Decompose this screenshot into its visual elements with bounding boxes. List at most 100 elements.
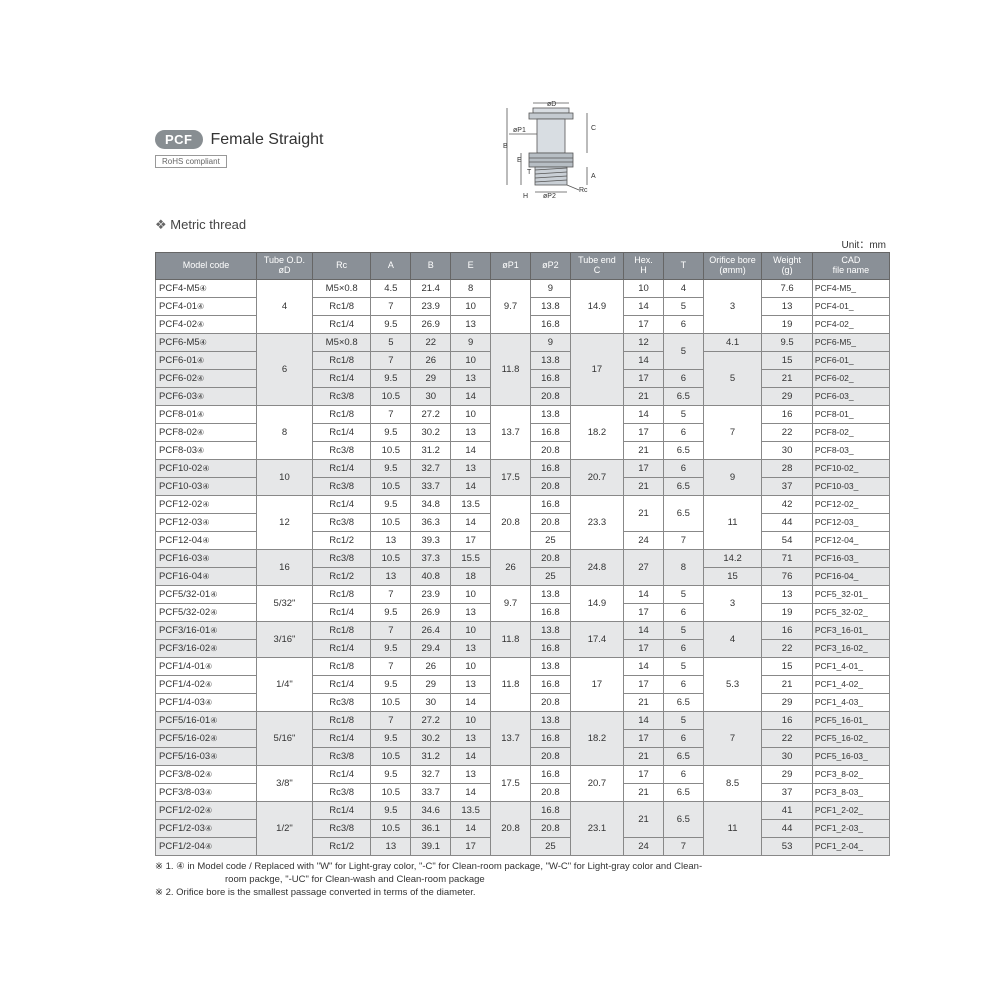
svg-text:øP2: øP2	[543, 193, 556, 200]
data-cell: 5	[663, 405, 703, 423]
data-cell: 18	[451, 567, 491, 585]
data-cell: 30	[762, 747, 813, 765]
data-cell: 14	[451, 513, 491, 531]
cad-cell: PCF3_16-02_	[812, 639, 889, 657]
model-cell: PCF6-03④	[156, 387, 257, 405]
data-cell: 14.9	[570, 585, 623, 621]
data-cell: 16.8	[530, 315, 570, 333]
model-cell: PCF1/4-01④	[156, 657, 257, 675]
data-cell: 9.5	[762, 333, 813, 351]
table-row: PCF1/2-02④1/2"Rc1/49.534.613.520.816.823…	[156, 801, 890, 819]
data-cell: 17	[624, 675, 664, 693]
data-cell: 3	[703, 279, 762, 333]
data-cell: 6	[663, 369, 703, 387]
data-cell: 5/16"	[257, 711, 313, 765]
data-cell: 23.1	[570, 801, 623, 855]
table-row: PCF1/4-01④1/4"Rc1/87261011.813.8171455.3…	[156, 657, 890, 675]
header-area: PCF Female Straight RoHS compliant øD	[155, 130, 890, 213]
data-cell: 31.2	[411, 441, 451, 459]
data-cell: 14	[624, 621, 664, 639]
data-cell: Rc1/4	[312, 765, 371, 783]
data-cell: 13.8	[530, 405, 570, 423]
data-cell: Rc1/8	[312, 351, 371, 369]
data-cell: 16	[762, 621, 813, 639]
data-cell: 13	[762, 297, 813, 315]
cad-cell: PCF3_8-02_	[812, 765, 889, 783]
data-cell: 6.5	[663, 387, 703, 405]
data-cell: 27.2	[411, 405, 451, 423]
data-cell: 5	[703, 351, 762, 405]
table-header: øP2	[530, 253, 570, 280]
data-cell: 14.2	[703, 549, 762, 567]
data-cell: 71	[762, 549, 813, 567]
data-cell: Rc3/8	[312, 819, 371, 837]
data-cell: 13.5	[451, 495, 491, 513]
data-cell: 20.8	[530, 387, 570, 405]
cad-cell: PCF1_4-02_	[812, 675, 889, 693]
data-cell: 4.1	[703, 333, 762, 351]
footnotes: ※ 1. ④ in Model code / Replaced with "W"…	[155, 860, 890, 900]
cad-cell: PCF5_16-01_	[812, 711, 889, 729]
data-cell: 20.8	[491, 801, 531, 855]
data-cell: 20.7	[570, 459, 623, 495]
data-cell: 5	[663, 297, 703, 315]
footnote-1a: ※ 1. ④ in Model code / Replaced with "W"…	[155, 860, 890, 873]
data-cell: 3	[703, 585, 762, 621]
data-cell: 34.8	[411, 495, 451, 513]
data-cell: 8	[451, 279, 491, 297]
data-cell: 21	[624, 477, 664, 495]
data-cell: Rc1/4	[312, 495, 371, 513]
data-cell: Rc1/8	[312, 297, 371, 315]
data-cell: 10	[257, 459, 313, 495]
data-cell: 54	[762, 531, 813, 549]
data-cell: 11	[703, 801, 762, 855]
table-header: Tube O.D.øD	[257, 253, 313, 280]
data-cell: 24.8	[570, 549, 623, 585]
data-cell: 17.4	[570, 621, 623, 657]
data-cell: Rc3/8	[312, 477, 371, 495]
data-cell: 11.8	[491, 621, 531, 657]
data-cell: 23.3	[570, 495, 623, 549]
data-cell: 31.2	[411, 747, 451, 765]
model-cell: PCF1/4-02④	[156, 675, 257, 693]
data-cell: 7	[703, 405, 762, 459]
cad-cell: PCF5_32-02_	[812, 603, 889, 621]
data-cell: 36.3	[411, 513, 451, 531]
data-cell: 16.8	[530, 765, 570, 783]
data-cell: 5	[663, 711, 703, 729]
data-cell: 37	[762, 477, 813, 495]
data-cell: 32.7	[411, 459, 451, 477]
data-cell: Rc1/8	[312, 621, 371, 639]
model-cell: PCF12-02④	[156, 495, 257, 513]
data-cell: 21	[624, 495, 664, 531]
data-cell: 33.7	[411, 783, 451, 801]
model-cell: PCF1/2-02④	[156, 801, 257, 819]
data-cell: 5	[371, 333, 411, 351]
data-cell: 28	[762, 459, 813, 477]
data-cell: Rc1/2	[312, 531, 371, 549]
table-header: E	[451, 253, 491, 280]
table-header: Orifice bore(ømm)	[703, 253, 762, 280]
data-cell: 41	[762, 801, 813, 819]
cad-cell: PCF1_2-03_	[812, 819, 889, 837]
data-cell: Rc1/4	[312, 369, 371, 387]
data-cell: 39.1	[411, 837, 451, 855]
data-cell: 34.6	[411, 801, 451, 819]
data-cell: 9	[451, 333, 491, 351]
data-cell: 10	[451, 621, 491, 639]
model-cell: PCF3/16-01④	[156, 621, 257, 639]
data-cell: 20.7	[570, 765, 623, 801]
data-cell: Rc1/8	[312, 405, 371, 423]
data-cell: 10	[624, 279, 664, 297]
data-cell: 10.5	[371, 387, 411, 405]
data-cell: Rc3/8	[312, 513, 371, 531]
table-header: CADfile name	[812, 253, 889, 280]
data-cell: 22	[411, 333, 451, 351]
data-cell: 23.9	[411, 585, 451, 603]
data-cell: 9.5	[371, 603, 411, 621]
data-cell: 14	[624, 585, 664, 603]
model-cell: PCF4-M5④	[156, 279, 257, 297]
data-cell: 12	[257, 495, 313, 549]
data-cell: 7	[663, 837, 703, 855]
data-cell: 9	[703, 459, 762, 495]
